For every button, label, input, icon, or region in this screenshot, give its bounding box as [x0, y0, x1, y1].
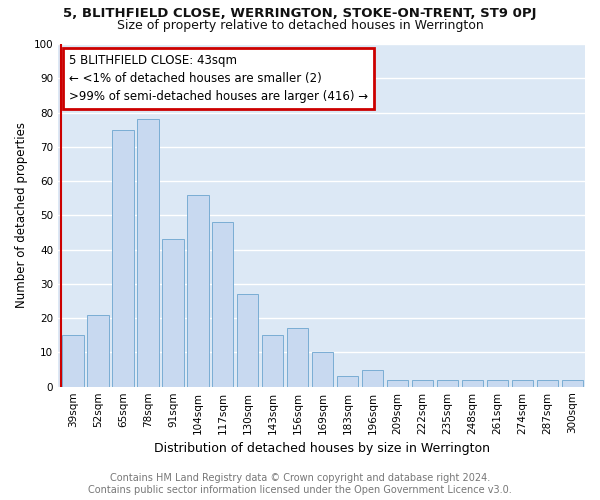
Bar	[362, 370, 383, 386]
Text: 5 BLITHFIELD CLOSE: 43sqm
← <1% of detached houses are smaller (2)
>99% of semi-: 5 BLITHFIELD CLOSE: 43sqm ← <1% of detac…	[68, 54, 368, 104]
Y-axis label: Number of detached properties: Number of detached properties	[15, 122, 28, 308]
Bar	[112, 130, 134, 386]
Bar	[512, 380, 533, 386]
Bar	[262, 336, 283, 386]
Bar	[387, 380, 409, 386]
Text: Size of property relative to detached houses in Werrington: Size of property relative to detached ho…	[116, 18, 484, 32]
Bar	[312, 352, 334, 386]
Text: 5, BLITHFIELD CLOSE, WERRINGTON, STOKE-ON-TRENT, ST9 0PJ: 5, BLITHFIELD CLOSE, WERRINGTON, STOKE-O…	[63, 8, 537, 20]
Bar	[337, 376, 358, 386]
Bar	[412, 380, 433, 386]
Bar	[62, 336, 83, 386]
Bar	[187, 195, 209, 386]
Bar	[487, 380, 508, 386]
Bar	[237, 294, 259, 386]
Bar	[437, 380, 458, 386]
X-axis label: Distribution of detached houses by size in Werrington: Distribution of detached houses by size …	[154, 442, 490, 455]
Bar	[537, 380, 558, 386]
Bar	[562, 380, 583, 386]
Bar	[88, 314, 109, 386]
Text: Contains HM Land Registry data © Crown copyright and database right 2024.
Contai: Contains HM Land Registry data © Crown c…	[88, 474, 512, 495]
Bar	[212, 222, 233, 386]
Bar	[462, 380, 483, 386]
Bar	[287, 328, 308, 386]
Bar	[163, 240, 184, 386]
Bar	[137, 120, 158, 386]
